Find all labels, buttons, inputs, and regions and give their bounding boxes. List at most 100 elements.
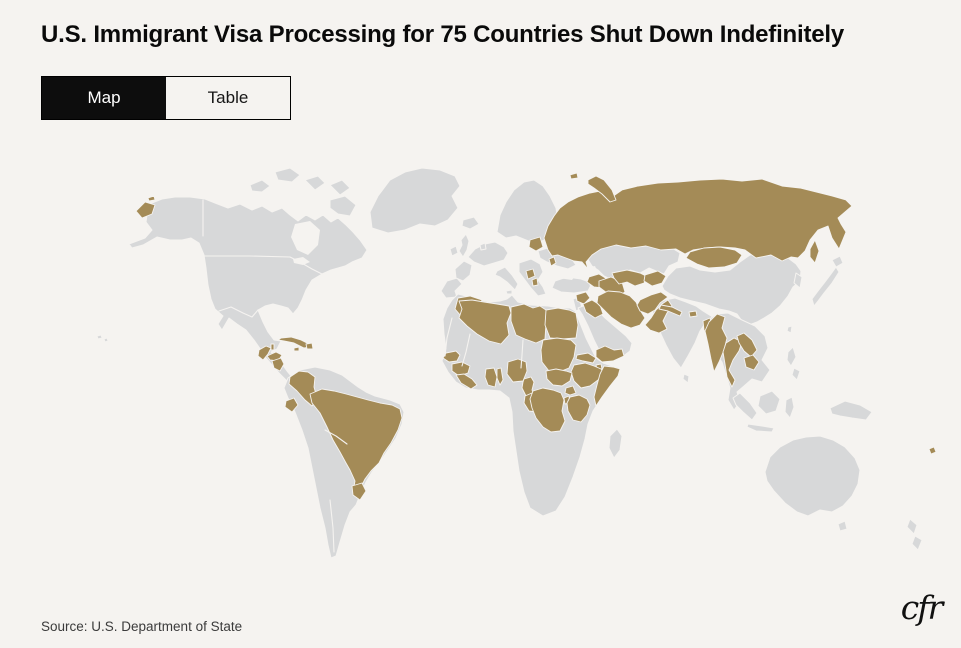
landmass-australia [764,435,861,517]
country-libya [510,303,547,344]
landmass-java [746,423,775,433]
source-note: Source: U.S. Department of State [41,619,243,634]
border-south-america-1 [324,429,348,445]
water-great-lakes [293,257,310,265]
country-sierra-leone-liberia [455,373,478,390]
country-sudan [540,337,577,373]
country-mongolia [685,246,743,269]
country-bhutan [688,310,698,318]
country-nepal [658,304,683,317]
landmass-new-guinea [829,400,873,421]
landmass-central-europe [467,241,509,267]
landmass-france [454,260,473,282]
country-uganda [564,385,577,396]
landmass-arctic-island-4 [329,179,351,196]
landmass-baffin-island [329,195,357,217]
landmass-taiwan [786,325,793,334]
landmass-madagascar [608,428,623,459]
country-guatemala [257,345,272,361]
country-brazil [309,388,403,499]
page-title: U.S. Immigrant Visa Processing for 75 Co… [41,21,845,48]
country-iran [596,290,646,329]
country-jamaica [293,346,300,352]
landmass-sri-lanka [682,373,690,384]
country-ecuador [284,397,299,413]
country-kyrgyzstan [643,270,667,287]
country-somalia [593,365,621,407]
landmass-iceland [461,216,480,230]
country-russia-sakhalin [809,239,820,264]
landmass-korea [793,272,803,289]
country-russia [543,178,853,270]
landmass-new-zealand-south [911,535,923,551]
country-tanzania [566,394,591,423]
landmass-borneo [757,390,781,415]
country-senegal [442,350,461,363]
landmass-denmark [479,242,487,251]
landmass-philippines-south [791,367,801,381]
country-russia-novaya-zemlya [587,175,617,203]
border-sahara-2 [461,333,471,367]
landmass-arctic-island-1 [249,179,271,193]
landmass-arctic-island-2 [274,167,301,183]
landmass-philippines-north [786,346,797,367]
country-belize [270,343,275,351]
country-cambodia [743,354,760,371]
country-dr-congo [529,387,566,433]
country-syria [575,291,591,305]
border-south-america-2 [329,499,335,553]
landmass-sicily [505,289,513,295]
country-bosnia [525,268,536,280]
country-togo [496,367,504,386]
country-nigeria [506,358,528,383]
country-belarus [528,236,544,252]
country-yemen [595,345,625,363]
landmass-sulawesi [784,396,795,419]
landmass-sumatra [732,392,758,421]
country-south-sudan [545,368,573,387]
country-myanmar [704,313,728,373]
landmass-hokkaido [831,255,844,268]
tab-table[interactable]: Table [207,88,249,107]
water-black-sea [551,268,578,280]
country-eritrea [575,352,597,364]
landmass-china [661,251,802,326]
country-afghanistan [636,291,669,315]
country-egypt [544,307,579,340]
country-fiji [928,446,937,455]
landmass-hawaii-2 [103,337,109,343]
landmass-tasmania [837,520,848,532]
landmass-greenland [369,167,461,234]
country-ghana [484,367,498,388]
landmass-iberia [440,277,463,299]
landmass-scandinavia [496,179,559,245]
water-hudson-bay [291,221,320,255]
country-uruguay [351,482,367,501]
landmass-hawaii-1 [96,334,103,340]
landmass-arabia [577,303,633,363]
country-moldova [548,256,557,267]
border-lines [202,199,524,553]
landmass-north-america [128,196,368,386]
landmass-japan [811,266,840,307]
landmass-arctic-island-3 [304,175,326,191]
border-us-mexico [218,306,259,318]
country-russia-chukotka-islet [147,195,156,202]
country-albania [531,277,539,287]
country-uzbekistan [611,269,649,287]
country-russia-arctic-islet [569,172,579,180]
map-table-toggle: Map Table [41,76,291,120]
country-guinea [451,361,471,377]
country-laos [736,332,758,358]
landmass-ireland [449,245,459,257]
tab-map[interactable]: Map [42,77,166,119]
country-russia-chukotka-west [135,201,156,219]
highlighted-countries [135,172,937,501]
border-sahara-1 [444,317,453,357]
landmass-great-britain [458,233,470,258]
landmass-italy [494,266,519,291]
country-nicaragua [271,357,285,372]
cfr-logo: cfr [900,588,943,627]
